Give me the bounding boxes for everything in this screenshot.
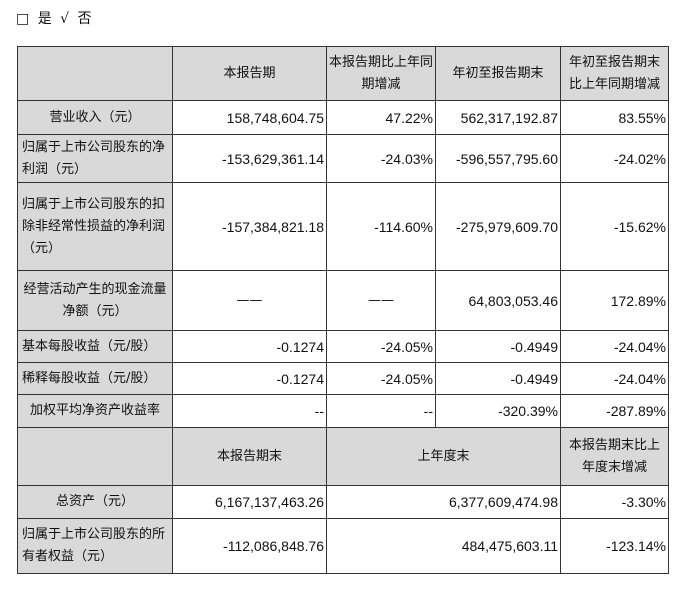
cell-value: 484,475,603.11 [326, 518, 561, 574]
cell-value: 158,748,604.75 [172, 100, 327, 135]
column-header [17, 46, 173, 101]
cell-value: -123.14% [560, 518, 669, 574]
row-label: 归属于上市公司股东的扣除非经常性损益的净利润（元） [17, 182, 173, 271]
cell-value: —— [326, 270, 436, 331]
table-row: 总资产（元） 6,167,137,463.26 6,377,609,474.98 -3… [17, 485, 669, 519]
cell-value: -24.04% [560, 330, 669, 363]
check-mark-icon: √ [60, 11, 72, 27]
option-no: 否 [77, 11, 94, 27]
cell-value: -153,629,361.14 [172, 134, 327, 183]
cell-value: -596,557,795.60 [435, 134, 561, 183]
column-header: 年初至报告期末比上年同期增减 [560, 46, 669, 101]
cell-value: -24.03% [326, 134, 436, 183]
table-row: 稀释每股收益（元/股） -0.1274 -24.05% -0.4949 -24.04% [17, 362, 669, 395]
row-label: 基本每股收益（元/股） [17, 330, 173, 363]
column-header: 年初至报告期末 [435, 46, 561, 101]
cell-value: -0.1274 [172, 362, 327, 395]
row-label: 营业收入（元） [17, 100, 173, 135]
column-header: 上年度末 [326, 427, 561, 486]
cell-value: -24.02% [560, 134, 669, 183]
financial-table: 本报告期 本报告期比上年同期增减 年初至报告期末 年初至报告期末比上年同期增减 营业收入… [17, 46, 669, 574]
column-header: 本报告期 [172, 46, 327, 101]
cell-value: -3.30% [560, 485, 669, 519]
table-row: 营业收入（元） 158,748,604.75 47.22% 562,317,192.8… [17, 100, 669, 135]
cell-value: -320.39% [435, 394, 561, 428]
cell-value: -0.4949 [435, 362, 561, 395]
header-row: 本报告期 本报告期比上年同期增减 年初至报告期末 年初至报告期末比上年同期增减 [17, 46, 669, 101]
header-row: 本报告期末 上年度末 本报告期末比上年度末增减 [17, 427, 669, 486]
cell-value: -114.60% [326, 182, 436, 271]
cell-value: 47.22% [326, 100, 436, 135]
column-header: 本报告期末 [172, 427, 327, 486]
unchecked-box-icon: □ [16, 11, 32, 27]
cell-value: 562,317,192.87 [435, 100, 561, 135]
cell-value: -0.1274 [172, 330, 327, 363]
cell-value: —— [172, 270, 327, 331]
column-header: 本报告期比上年同期增减 [326, 46, 436, 101]
cell-value: -0.4949 [435, 330, 561, 363]
cell-value: -- [172, 394, 327, 428]
cell-value: 64,803,053.46 [435, 270, 561, 331]
row-label: 经营活动产生的现金流量净额（元） [17, 270, 173, 331]
cell-value: 6,167,137,463.26 [172, 485, 327, 519]
cell-value: 83.55% [560, 100, 669, 135]
column-header [17, 427, 173, 486]
cell-value: -157,384,821.18 [172, 182, 327, 271]
row-label: 总资产（元） [17, 485, 173, 519]
table-row: 加权平均净资产收益率 -- -- -320.39% -287.89% [17, 394, 669, 428]
table-row: 经营活动产生的现金流量净额（元） —— —— 64,803,053.46 172.89% [17, 270, 669, 331]
table-row: 归属于上市公司股东的扣除非经常性损益的净利润（元） -157,384,821.18… [17, 182, 669, 271]
option-yes: 是 [37, 11, 54, 27]
column-header: 本报告期末比上年度末增减 [560, 427, 669, 486]
table-row: 归属于上市公司股东的净利润（元） -153,629,361.14 -24.03% -5… [17, 134, 669, 183]
cell-value: -15.62% [560, 182, 669, 271]
cell-value: -112,086,848.76 [172, 518, 327, 574]
cell-value: -24.05% [326, 362, 436, 395]
cell-value: -24.05% [326, 330, 436, 363]
row-label: 归属于上市公司股东的净利润（元） [17, 134, 173, 183]
cell-value: -- [326, 394, 436, 428]
table-row: 归属于上市公司股东的所有者权益（元） -112,086,848.76 484,475… [17, 518, 669, 574]
row-label: 稀释每股收益（元/股） [17, 362, 173, 395]
cell-value: -275,979,609.70 [435, 182, 561, 271]
yes-no-options: □ 是 √ 否 [16, 8, 94, 28]
table-row: 基本每股收益（元/股） -0.1274 -24.05% -0.4949 -24.04% [17, 330, 669, 363]
cell-value: -24.04% [560, 362, 669, 395]
row-label: 加权平均净资产收益率 [17, 394, 173, 428]
cell-value: 172.89% [560, 270, 669, 331]
cell-value: 6,377,609,474.98 [326, 485, 561, 519]
cell-value: -287.89% [560, 394, 669, 428]
row-label: 归属于上市公司股东的所有者权益（元） [17, 518, 173, 574]
